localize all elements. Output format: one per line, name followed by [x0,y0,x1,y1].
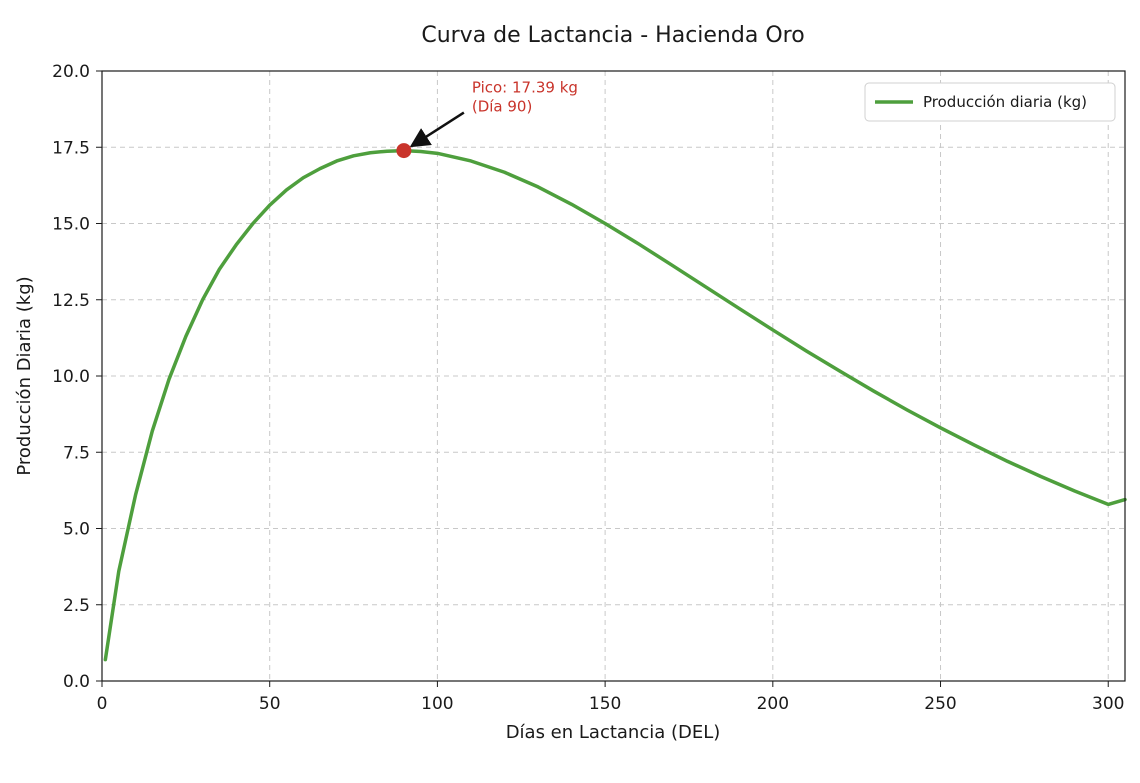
x-tick-label: 50 [259,694,281,714]
x-tick-label: 200 [757,694,789,714]
series-line [103,148,1127,662]
y-tick-label: 7.5 [63,443,90,463]
chart-title: Curva de Lactancia - Hacienda Oro [421,23,804,48]
x-tick-label: 250 [924,694,956,714]
x-tick-label: 150 [589,694,621,714]
x-tick-label: 0 [97,694,108,714]
axes: 0 50 100 150 200 250 300 0.0 2.5 5.0 7.5 10.0 12.5 15… [52,62,1126,714]
y-tick-label: 12.5 [52,291,90,311]
grid-lines [102,71,1125,681]
legend-entry: Producción diaria (kg) [923,93,1087,111]
annotation-label: Pico: 17.39 kg [472,79,578,97]
x-tick-label: 100 [421,694,453,714]
y-tick-label: 10.0 [52,367,90,387]
annotation-arrow [409,111,465,148]
annotation-label-day: (Día 90) [472,98,532,116]
x-axis-label: Días en Lactancia (DEL) [506,722,721,743]
legend: Producción diaria (kg) [864,82,1116,122]
series-layer [103,148,1127,662]
y-axis-label: Producción Diaria (kg) [14,276,35,475]
y-tick-label: 5.0 [63,520,90,540]
y-tick-label: 15.0 [52,215,90,235]
annotation-layer: Pico: 17.39 kg(Día 90) [396,79,578,159]
y-tick-label: 2.5 [63,596,90,616]
y-tick-label: 17.5 [52,138,90,158]
y-tick-label: 0.0 [63,672,90,692]
peak-marker [396,143,412,159]
y-tick-label: 20.0 [52,62,90,82]
legend-box [864,82,1116,122]
x-tick-label: 300 [1092,694,1124,714]
